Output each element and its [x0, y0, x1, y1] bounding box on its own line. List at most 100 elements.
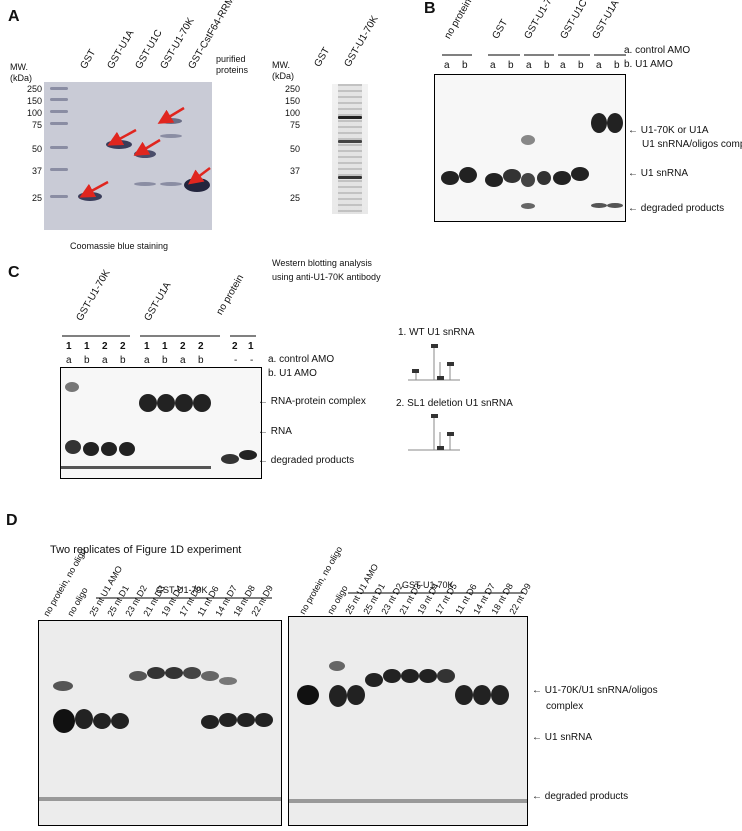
ab-a: a — [596, 60, 602, 71]
arrow-label: U1 snRNA/oligos complex — [642, 139, 742, 150]
marker-150: 150 — [284, 96, 300, 106]
marker-75: 75 — [289, 120, 300, 130]
arrow-label: degraded products — [270, 455, 355, 466]
red-arrow-icons — [79, 106, 211, 198]
gel-d-left — [38, 620, 282, 826]
num: 2 — [232, 341, 238, 352]
left-arrow-icon: ← — [628, 125, 638, 136]
left-arrow-icon: ← — [258, 396, 268, 407]
group-label-d-left: GST-U1-70K — [156, 585, 208, 595]
num: 2 — [198, 341, 204, 352]
group-label: no protein — [214, 272, 247, 317]
panel-b-label: B — [424, 0, 436, 17]
legend-b: a. control AMO b. U1 AMO — [624, 44, 690, 72]
arrow-u1-b: ← U1 snRNA — [628, 168, 688, 179]
num: 2 — [120, 341, 126, 352]
mw-label-line: MW. — [10, 62, 28, 72]
num: 2 — [102, 341, 108, 352]
ab-a: a — [526, 60, 532, 71]
legend-c: a. control AMO b. U1 AMO — [268, 353, 334, 381]
ab: b — [198, 355, 204, 366]
lane-label: GST-U1-70K — [522, 0, 561, 42]
note-line: proteins — [216, 65, 249, 75]
panel-d-label: D — [6, 512, 18, 529]
marker-50: 50 — [289, 144, 300, 154]
marker-50: 50 — [31, 144, 42, 154]
arrow-label: U1 snRNA — [640, 168, 689, 179]
arrow-label: U1-70K/U1 snRNA/oligos — [544, 685, 658, 696]
num: 1 — [162, 341, 168, 352]
ab-b: b — [578, 60, 584, 71]
arrow-degraded-b: ← degraded products — [628, 203, 724, 214]
ab: - — [250, 355, 254, 366]
ab: a — [66, 355, 72, 366]
arrow-label: complex — [546, 701, 584, 712]
sl1-deletion-structure-icon — [408, 414, 460, 451]
arrow-label: RNA — [270, 426, 292, 437]
left-arrow-icon: ← — [628, 168, 638, 179]
lane-label: no protein, no oligo — [41, 546, 89, 618]
arrow-label: U1 snRNA — [544, 732, 593, 743]
lane-label: no oligo — [65, 585, 90, 618]
panel-d-title: Two replicates of Figure 1D experiment — [50, 544, 242, 556]
note-line: purified — [216, 54, 246, 64]
lane-label: GST — [490, 17, 511, 41]
arrow-label: degraded products — [640, 203, 725, 214]
arrow-degraded-d: ← degraded products — [532, 791, 628, 802]
group-underlines — [62, 335, 256, 337]
ab-b: b — [614, 60, 620, 71]
num: 2 — [180, 341, 186, 352]
marker-100: 100 — [284, 108, 300, 118]
wb-mw-label: MW. (kDa) — [272, 60, 294, 82]
num: 1 — [144, 341, 150, 352]
num: 1 — [84, 341, 90, 352]
ab-b: b — [462, 60, 468, 71]
arrow-label: U1-70K or U1A — [640, 125, 709, 136]
structure-label-2: 2. SL1 deletion U1 snRNA — [396, 398, 513, 409]
num: 1 — [248, 341, 254, 352]
lane-underlines — [442, 54, 626, 56]
caption-line: Western blotting analysis — [272, 258, 372, 268]
mw-label: MW. (kDa) — [10, 62, 32, 84]
ab-b: b — [544, 60, 550, 71]
lane-label: GST-U1C — [558, 0, 590, 42]
ab: - — [234, 355, 238, 366]
num-row-1: 1 1 2 2 1 1 2 2 2 1 — [60, 341, 260, 353]
ab: b — [162, 355, 168, 366]
marker-37: 37 — [31, 166, 42, 176]
marker-37: 37 — [289, 166, 300, 176]
western-blot — [332, 84, 368, 214]
arrow-u1-d: ← U1 snRNA — [532, 732, 592, 743]
group-label: GST-U1-70K — [74, 267, 113, 323]
legend-line: b. U1 AMO — [624, 59, 673, 70]
left-arrow-icon: ← — [532, 685, 542, 696]
gel-d-right — [288, 616, 528, 826]
mw-label-line: (kDa) — [272, 71, 294, 81]
lane-label: GST-U1A — [105, 28, 137, 71]
group-label: GST-U1A — [142, 280, 174, 323]
ab: a — [144, 355, 150, 366]
panel-c-label: C — [8, 264, 20, 281]
ab-a: a — [560, 60, 566, 71]
wb-caption: Western blotting analysis using anti-U1-… — [272, 256, 381, 284]
marker-250: 250 — [284, 84, 300, 94]
marker-250: 250 — [26, 84, 42, 94]
gel-c — [60, 367, 262, 479]
arrow-complex-c: ← RNA-protein complex — [258, 396, 366, 407]
ab: a — [102, 355, 108, 366]
ab: b — [120, 355, 126, 366]
mw-label-line: (kDa) — [10, 73, 32, 83]
marker-25: 25 — [31, 193, 42, 203]
ab: a — [180, 355, 186, 366]
ab-a: a — [490, 60, 496, 71]
wb-lane-label: GST-U1-70K — [342, 13, 381, 70]
group-underline — [348, 592, 524, 594]
num: 1 — [66, 341, 72, 352]
mw-label-line: MW. — [272, 60, 290, 70]
ab-b: b — [508, 60, 514, 71]
lane-label: no protein — [442, 0, 475, 41]
wt-u1-snrna-structure-icon — [408, 344, 460, 381]
caption-line: using anti-U1-70K antibody — [272, 272, 381, 282]
panel-a-label: A — [8, 8, 20, 25]
marker-75: 75 — [31, 120, 42, 130]
